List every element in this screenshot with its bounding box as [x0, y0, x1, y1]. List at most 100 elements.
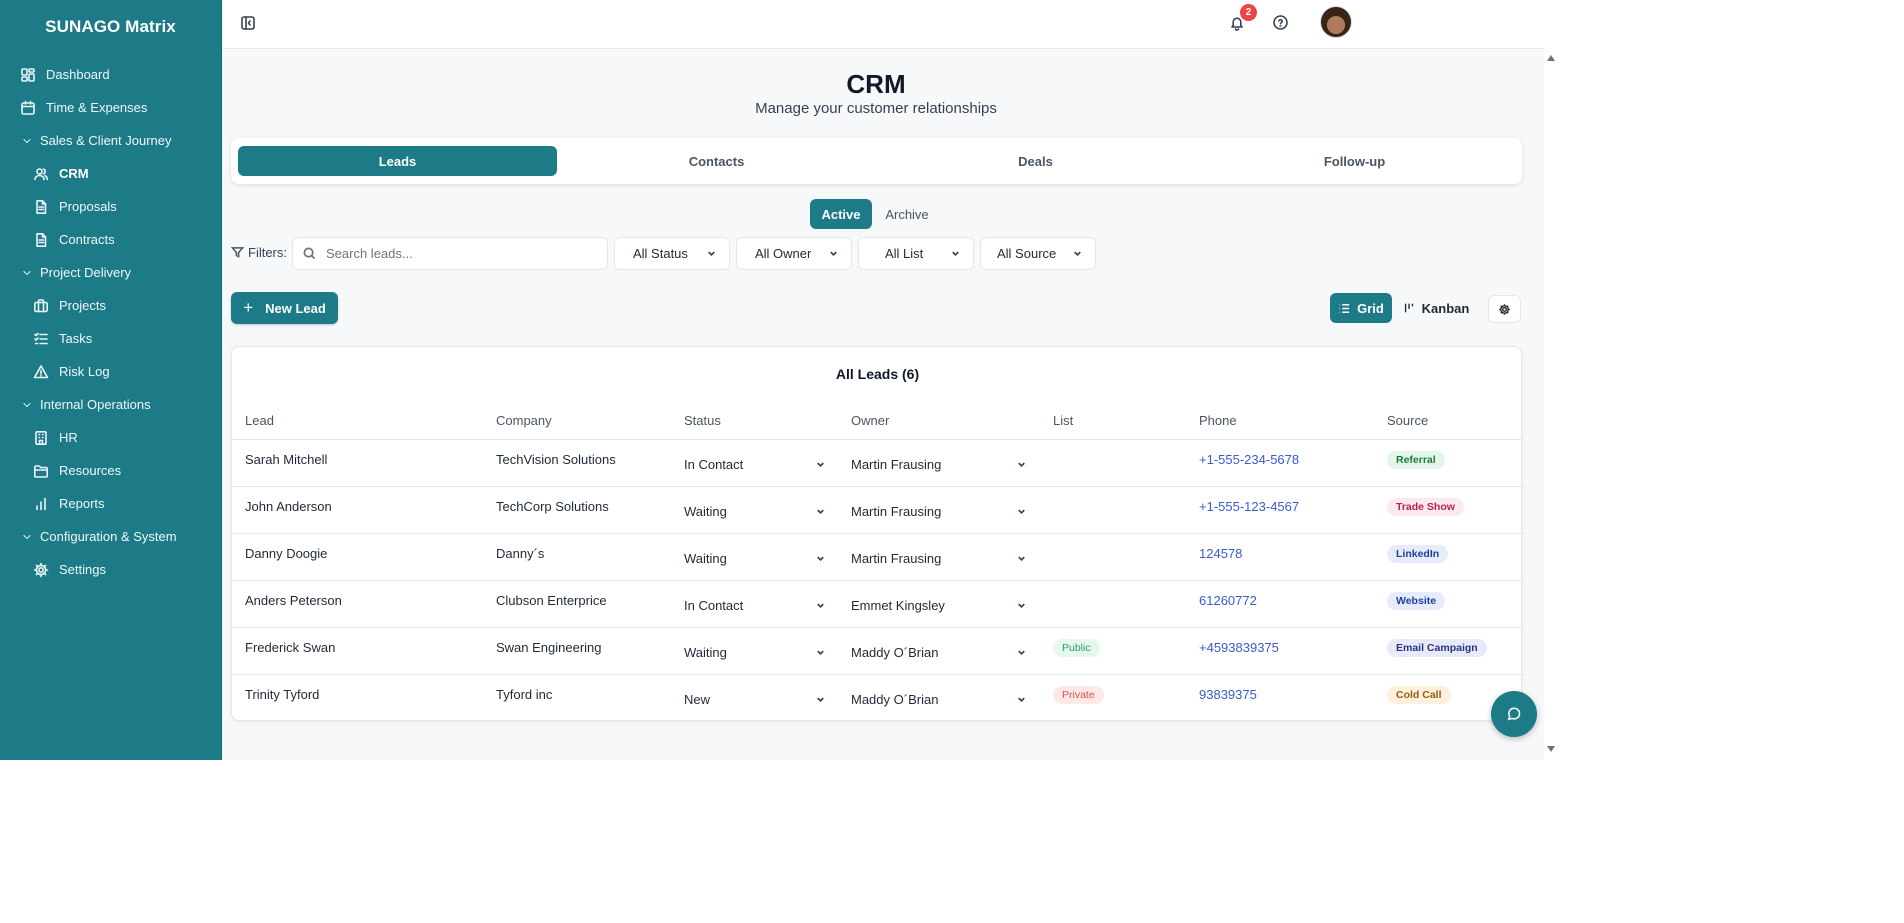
phone-link[interactable]: 124578	[1199, 546, 1243, 561]
owner-value: Martin Frausing	[851, 550, 942, 566]
table-row[interactable]: Frederick Swan Swan Engineering Waiting Mad…	[232, 627, 1523, 674]
lead-name[interactable]: John Anderson	[245, 499, 332, 514]
phone-link[interactable]: +1-555-123-4567	[1199, 499, 1300, 514]
top-bar: 2	[222, 0, 1544, 49]
source-filter-value: All Source	[997, 246, 1057, 261]
kanban-view-button[interactable]: Kanban	[1400, 293, 1472, 323]
sidebar-item-tasks[interactable]: Tasks	[0, 322, 221, 355]
table-row[interactable]: Danny Doogie Danny´s Waiting Martin Frausin…	[232, 533, 1523, 580]
chevron-down-icon	[817, 556, 824, 561]
sidebar-item-resources[interactable]: Resources	[0, 454, 221, 487]
sidebar-item-crm[interactable]: CRM	[0, 157, 221, 190]
lead-name[interactable]: Frederick Swan	[245, 640, 336, 655]
list-filter-select[interactable]: All List	[858, 237, 974, 270]
chevron-down-icon	[23, 402, 31, 407]
column-header-company[interactable]: Company	[496, 413, 552, 428]
status-select[interactable]: In Contact	[684, 591, 826, 619]
column-header-status[interactable]: Status	[684, 413, 721, 428]
source-badge: Cold Call	[1387, 686, 1451, 704]
tab-deals[interactable]: Deals	[1018, 153, 1053, 169]
sidebar-group-sales-client-journey[interactable]: Sales & Client Journey	[0, 124, 221, 157]
owner-select[interactable]: Maddy O´Brian	[851, 638, 1027, 666]
column-header-phone[interactable]: Phone	[1199, 413, 1237, 428]
search-icon	[303, 247, 316, 260]
status-select[interactable]: In Contact	[684, 450, 826, 478]
sidebar-item-dashboard[interactable]: Dashboard	[0, 58, 221, 91]
tab-contacts[interactable]: Contacts	[688, 153, 745, 169]
sidebar-item-time-expenses[interactable]: Time & Expenses	[0, 91, 221, 124]
phone-link[interactable]: +1-555-234-5678	[1199, 452, 1300, 467]
owner-filter-value: All Owner	[755, 246, 812, 261]
new-lead-button[interactable]: + New Lead	[231, 292, 338, 324]
user-avatar[interactable]	[1320, 6, 1352, 38]
owner-select[interactable]: Martin Frausing	[851, 544, 1027, 572]
scroll-up-icon[interactable]	[1547, 55, 1555, 61]
table-row[interactable]: Sarah Mitchell TechVision Solutions In Con…	[232, 439, 1523, 486]
chevron-down-icon	[23, 270, 31, 275]
company-name: Swan Engineering	[496, 640, 602, 655]
scroll-down-icon[interactable]	[1547, 746, 1555, 752]
lead-name[interactable]: Sarah Mitchell	[245, 452, 328, 467]
chevron-down-icon	[1018, 603, 1025, 608]
sidebar-item-reports[interactable]: Reports	[0, 487, 221, 520]
search-input[interactable]	[326, 246, 586, 261]
table-row[interactable]: John Anderson TechCorp Solutions Waiting Ma…	[232, 486, 1523, 533]
sidebar-item-label: Time & Expenses	[46, 100, 148, 115]
sidebar-item-label: Tasks	[59, 331, 93, 346]
lead-name[interactable]: Trinity Tyford	[245, 687, 320, 702]
status-filter-select[interactable]: All Status	[614, 237, 730, 270]
phone-link[interactable]: +4593839375	[1199, 640, 1279, 655]
phone-link[interactable]: 93839375	[1199, 687, 1257, 702]
sidebar-item-risk-log[interactable]: Risk Log	[0, 355, 221, 388]
bell-icon[interactable]	[1228, 14, 1246, 32]
table-row[interactable]: Trinity Tyford Tyford inc New Maddy O´Brian…	[232, 674, 1523, 721]
status-select[interactable]: Waiting	[684, 497, 826, 525]
sidebar-item-proposals[interactable]: Proposals	[0, 190, 221, 223]
sidebar-item-hr[interactable]: HR	[0, 421, 221, 454]
column-header-owner[interactable]: Owner	[851, 413, 890, 428]
table-settings-button[interactable]	[1488, 295, 1521, 323]
sidebar-item-settings[interactable]: Settings	[0, 553, 221, 586]
source-badge: LinkedIn	[1387, 545, 1449, 563]
owner-select[interactable]: Martin Frausing	[851, 450, 1027, 478]
chevron-down-icon	[952, 251, 959, 257]
column-header-source[interactable]: Source	[1387, 413, 1429, 428]
owner-select[interactable]: Martin Frausing	[851, 497, 1027, 525]
source-filter-select[interactable]: All Source	[980, 237, 1096, 270]
archive-toggle-button[interactable]: Archive	[885, 206, 929, 222]
status-select[interactable]: New	[684, 685, 826, 713]
active-toggle-button[interactable]: Active	[810, 199, 872, 229]
chat-button[interactable]	[1491, 691, 1537, 737]
sidebar-item-label: Risk Log	[59, 364, 110, 379]
lead-name[interactable]: Danny Doogie	[245, 546, 328, 561]
kanban-icon	[1404, 303, 1413, 313]
sidebar-group-configuration-system[interactable]: Configuration & System	[0, 520, 221, 553]
chevron-down-icon	[817, 462, 824, 467]
list-filter-value: All List	[885, 246, 924, 261]
phone-link[interactable]: 61260772	[1199, 593, 1257, 608]
column-header-lead[interactable]: Lead	[245, 413, 274, 428]
status-select[interactable]: Waiting	[684, 638, 826, 666]
tab-leads[interactable]: Leads	[238, 146, 557, 176]
owner-filter-select[interactable]: All Owner	[736, 237, 852, 270]
column-header-list[interactable]: List	[1053, 413, 1074, 428]
status-value: Waiting	[684, 503, 727, 519]
table-row[interactable]: Anders Peterson Clubson Enterprice In Cont…	[232, 580, 1523, 627]
help-icon[interactable]	[1272, 14, 1289, 31]
notification-badge: 2	[1240, 4, 1257, 21]
sidebar-group-project-delivery[interactable]: Project Delivery	[0, 256, 221, 289]
sidebar-toggle-icon[interactable]	[240, 15, 256, 31]
sidebar-item-contracts[interactable]: Contracts	[0, 223, 221, 256]
sidebar-item-projects[interactable]: Projects	[0, 289, 221, 322]
grid-view-button[interactable]: Grid	[1330, 293, 1392, 323]
status-select[interactable]: Waiting	[684, 544, 826, 572]
sidebar-group-internal-operations[interactable]: Internal Operations	[0, 388, 221, 421]
vertical-scrollbar[interactable]	[1544, 49, 1558, 760]
sidebar-item-label: Projects	[59, 298, 106, 313]
tab-follow-up[interactable]: Follow-up	[1323, 153, 1386, 169]
chat-icon	[1507, 707, 1521, 721]
search-leads-field[interactable]	[292, 237, 608, 270]
owner-select[interactable]: Emmet Kingsley	[851, 591, 1027, 619]
owner-select[interactable]: Maddy O´Brian	[851, 685, 1027, 713]
lead-name[interactable]: Anders Peterson	[245, 593, 342, 608]
